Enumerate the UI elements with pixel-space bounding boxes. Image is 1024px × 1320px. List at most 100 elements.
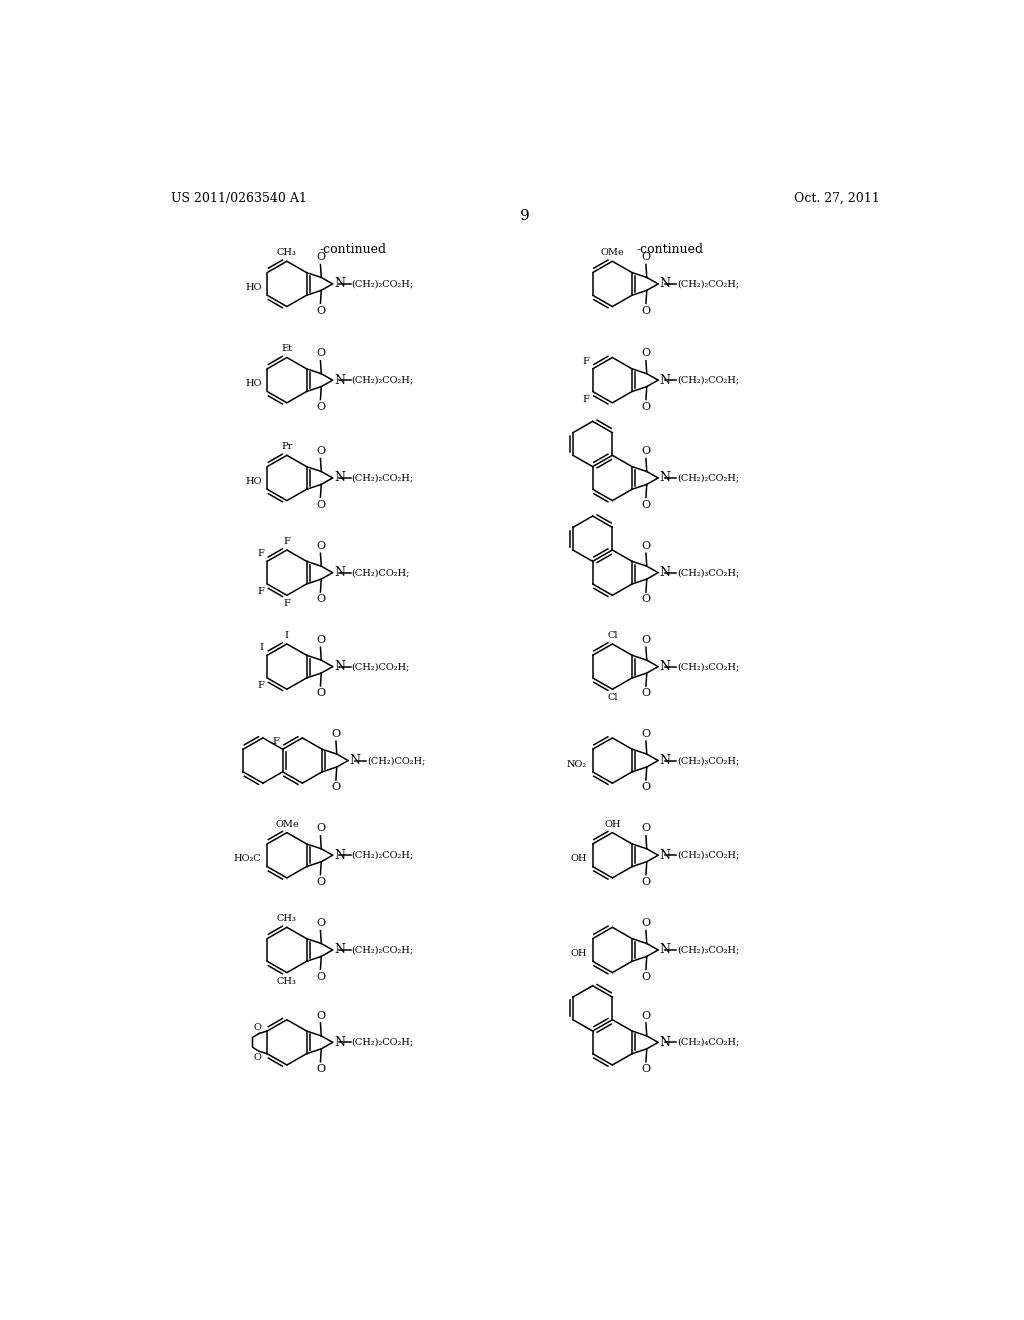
Text: O: O <box>315 594 325 605</box>
Text: O: O <box>315 972 325 982</box>
Text: (CH₂)₂CO₂H;: (CH₂)₂CO₂H; <box>351 280 414 288</box>
Text: O: O <box>315 403 325 412</box>
Text: O: O <box>315 824 325 833</box>
Text: N: N <box>334 1036 345 1049</box>
Text: N: N <box>659 566 671 579</box>
Text: O: O <box>641 729 650 739</box>
Text: (CH₂)₂CO₂H;: (CH₂)₂CO₂H; <box>351 1038 414 1047</box>
Text: CH₃: CH₃ <box>276 248 297 257</box>
Text: F: F <box>257 681 264 690</box>
Text: HO: HO <box>245 282 261 292</box>
Text: N: N <box>659 660 671 673</box>
Text: O: O <box>641 1064 650 1074</box>
Text: OH: OH <box>570 949 587 958</box>
Text: (CH₂)₃CO₂H;: (CH₂)₃CO₂H; <box>677 851 739 859</box>
Text: OMe: OMe <box>275 820 299 829</box>
Text: (CH₂)₂CO₂H;: (CH₂)₂CO₂H; <box>677 474 739 482</box>
Text: O: O <box>641 635 650 644</box>
Text: HO: HO <box>245 477 261 486</box>
Text: N: N <box>659 277 671 290</box>
Text: Oct. 27, 2011: Oct. 27, 2011 <box>794 191 880 205</box>
Text: (CH₂)₂CO₂H;: (CH₂)₂CO₂H; <box>351 474 414 482</box>
Text: N: N <box>334 277 345 290</box>
Text: Pr: Pr <box>282 442 293 451</box>
Text: O: O <box>254 1053 261 1061</box>
Text: O: O <box>641 348 650 358</box>
Text: (CH₂)₃CO₂H;: (CH₂)₃CO₂H; <box>677 945 739 954</box>
Text: -continued: -continued <box>319 243 386 256</box>
Text: F: F <box>583 356 590 366</box>
Text: OH: OH <box>604 820 621 829</box>
Text: O: O <box>315 876 325 887</box>
Text: N: N <box>659 754 671 767</box>
Text: N: N <box>659 471 671 484</box>
Text: 9: 9 <box>520 209 529 223</box>
Text: F: F <box>284 599 291 609</box>
Text: (CH₂)₃CO₂H;: (CH₂)₃CO₂H; <box>677 756 739 766</box>
Text: (CH₂)₃CO₂H;: (CH₂)₃CO₂H; <box>677 568 739 577</box>
Text: N: N <box>334 944 345 957</box>
Text: OH: OH <box>570 854 587 863</box>
Text: HO₂C: HO₂C <box>233 854 261 863</box>
Text: O: O <box>641 446 650 457</box>
Text: HO: HO <box>245 379 261 388</box>
Text: O: O <box>641 824 650 833</box>
Text: F: F <box>583 395 590 404</box>
Text: O: O <box>641 972 650 982</box>
Text: O: O <box>315 306 325 315</box>
Text: O: O <box>641 541 650 550</box>
Text: N: N <box>334 660 345 673</box>
Text: (CH₂)CO₂H;: (CH₂)CO₂H; <box>351 568 410 577</box>
Text: CH₃: CH₃ <box>276 977 297 986</box>
Text: O: O <box>315 252 325 263</box>
Text: F: F <box>257 587 264 597</box>
Text: US 2011/0263540 A1: US 2011/0263540 A1 <box>171 191 306 205</box>
Text: NO₂: NO₂ <box>567 759 587 768</box>
Text: O: O <box>315 919 325 928</box>
Text: F: F <box>284 537 291 546</box>
Text: Cl: Cl <box>607 693 617 702</box>
Text: (CH₂)₂CO₂H;: (CH₂)₂CO₂H; <box>351 851 414 859</box>
Text: N: N <box>334 471 345 484</box>
Text: O: O <box>315 348 325 358</box>
Text: Cl: Cl <box>607 631 617 640</box>
Text: O: O <box>641 500 650 510</box>
Text: O: O <box>641 689 650 698</box>
Text: I: I <box>285 631 289 640</box>
Text: O: O <box>641 594 650 605</box>
Text: Et: Et <box>282 345 293 354</box>
Text: N: N <box>350 754 360 767</box>
Text: O: O <box>641 876 650 887</box>
Text: CH₃: CH₃ <box>276 915 297 923</box>
Text: (CH₂)CO₂H;: (CH₂)CO₂H; <box>351 663 410 671</box>
Text: (CH₂)₂CO₂H;: (CH₂)₂CO₂H; <box>677 280 739 288</box>
Text: O: O <box>315 635 325 644</box>
Text: O: O <box>315 1064 325 1074</box>
Text: O: O <box>641 306 650 315</box>
Text: N: N <box>334 566 345 579</box>
Text: (CH₂)CO₂H;: (CH₂)CO₂H; <box>367 756 425 766</box>
Text: N: N <box>659 849 671 862</box>
Text: N: N <box>659 1036 671 1049</box>
Text: F: F <box>257 549 264 558</box>
Text: (CH₂)₄CO₂H;: (CH₂)₄CO₂H; <box>677 1038 739 1047</box>
Text: N: N <box>659 374 671 387</box>
Text: N: N <box>659 944 671 957</box>
Text: (CH₂)₂CO₂H;: (CH₂)₂CO₂H; <box>351 376 414 384</box>
Text: O: O <box>315 500 325 510</box>
Text: O: O <box>332 783 341 792</box>
Text: O: O <box>315 689 325 698</box>
Text: O: O <box>641 1011 650 1020</box>
Text: O: O <box>332 729 341 739</box>
Text: O: O <box>641 919 650 928</box>
Text: O: O <box>315 541 325 550</box>
Text: -continued: -continued <box>637 243 705 256</box>
Text: (CH₂)₂CO₂H;: (CH₂)₂CO₂H; <box>351 945 414 954</box>
Text: O: O <box>315 1011 325 1020</box>
Text: O: O <box>641 403 650 412</box>
Text: O: O <box>641 783 650 792</box>
Text: (CH₂)₂CO₂H;: (CH₂)₂CO₂H; <box>677 376 739 384</box>
Text: N: N <box>334 374 345 387</box>
Text: F: F <box>272 737 280 746</box>
Text: I: I <box>260 643 264 652</box>
